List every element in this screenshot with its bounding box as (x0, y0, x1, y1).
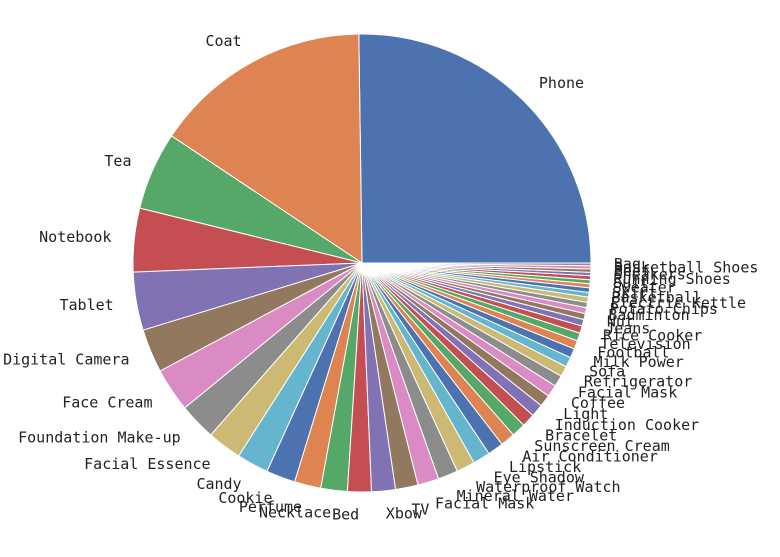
pie-label-rice-cooker: Rice Cooker (603, 327, 702, 345)
pie-label-basketball: Basketball (612, 289, 702, 307)
pie-slice-phone (358, 33, 592, 264)
pie-label-phone: Phone (539, 74, 584, 92)
pie-label-bed: Bed (332, 505, 359, 523)
pie-label-facial-essence: Facial Essence (84, 455, 210, 473)
pie-label-digital-camera: Digital Camera (3, 350, 129, 368)
pie-label-suit: Suit (613, 274, 649, 292)
pie-label-face-cream: Face Cream (62, 393, 152, 411)
pie-label-milk-power: Milk Power (594, 353, 684, 371)
pie-label-eye-shadow: Eye Shadow (494, 468, 585, 486)
pie-label-facial-mask: Facial Mask (578, 383, 677, 401)
pie-label-necklace: Necklace (259, 504, 331, 522)
pie-label-xbow: Xbow (386, 504, 423, 522)
pie-label-badminton: Badminton (608, 306, 689, 324)
pie-label-potato-chips: Potato Chips (610, 300, 718, 318)
pie-label-nut: Nut (607, 313, 634, 331)
pie-labels: Phone Coat Tea Notebook Tablet Digital Camera… (3, 32, 758, 523)
pie-slice-coat (170, 33, 363, 264)
pie-label-refrigerator: Refrigerator (584, 373, 692, 391)
pie-label-electric-kettle: Electric Kettle (611, 294, 746, 312)
pie-label-notebook: Notebook (39, 228, 111, 246)
pie-label-waterproof-watch: Waterproof Watch (476, 478, 620, 496)
pie-label-mineral-water: Mineral Water (457, 487, 574, 505)
pie-label-tv: TV (411, 501, 429, 519)
pie-label-induction-cooker: Induction Cooker (555, 416, 700, 434)
pie-label-sweater: Sweater (613, 279, 676, 297)
pie-label-sofa: Sofa (589, 363, 625, 381)
pie-label-lipstick: Lipstick (509, 458, 581, 476)
pie-label-tablet: Tablet (60, 296, 114, 314)
pie-label-sunscreen-cream: Sunscreen Cream (534, 437, 669, 455)
pie-label-perfume: Perfume (239, 498, 302, 516)
pie-label-running-shoes: Running Shoes (613, 270, 730, 288)
pie-slice-bag (361, 262, 592, 267)
pie-label-bracelet: Bracelet (545, 427, 617, 445)
pie-label-air-conditioner: Air Conditioner (522, 448, 657, 466)
pie-label-tea: Tea (104, 152, 131, 170)
pie-label-sneakers: Sneakers (614, 266, 686, 284)
pie-label-football: Football (597, 344, 669, 362)
pie-label-bag: Bag (614, 255, 641, 273)
pie-label-light: Light (563, 405, 608, 423)
pie-label-cookie: Cookie (218, 489, 272, 507)
pie-label-foundation-make-up: Foundation Make-up (18, 428, 181, 446)
pie-label-basketball-shoes: Basketball Shoes (614, 258, 759, 276)
pie-label-skirt: Skirt (612, 283, 657, 301)
pie-slices (132, 33, 592, 493)
pie-label-beef: Beef (614, 262, 650, 280)
pie-label-jeans: Jeans (605, 319, 650, 337)
pie-label-facial-mask: Facial Mask (435, 495, 534, 513)
pie-label-coffee: Coffee (571, 394, 625, 412)
pie-label-television: Television (600, 335, 690, 353)
pie-label-candy: Candy (196, 475, 241, 493)
pie-label-coat: Coat (205, 32, 241, 50)
